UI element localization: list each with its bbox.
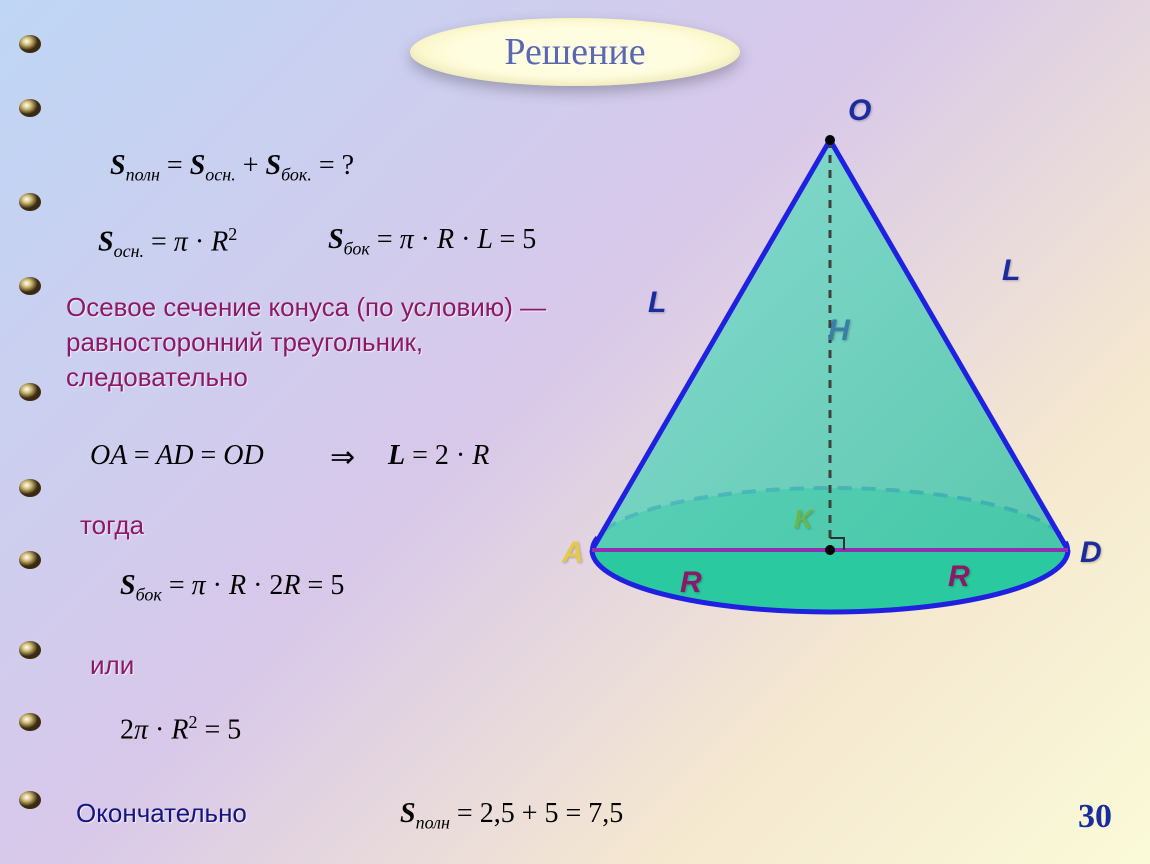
title-text: Решение xyxy=(504,30,645,74)
label-h: H xyxy=(828,314,850,348)
bullet-icon xyxy=(18,548,42,572)
equation-base-area: Sосн. = π · R2 xyxy=(98,224,237,262)
final-label: Окончательно xyxy=(76,798,247,829)
label-k: K xyxy=(794,504,813,535)
label-r-left: R xyxy=(680,566,702,600)
label-a: A xyxy=(562,536,584,570)
implies-arrow: ⇒ xyxy=(330,440,355,475)
label-l-right: L xyxy=(1002,254,1020,288)
equation-lateral-2r: Sбок = π · R · 2R = 5 xyxy=(120,570,344,606)
title-oval: Решение xyxy=(410,18,740,86)
page-number: 30 xyxy=(1078,798,1112,836)
equation-l-2r: L = 2 · R xyxy=(388,440,489,472)
bullet-icon xyxy=(18,32,42,56)
label-r-right: R xyxy=(948,560,970,594)
bullet-icon xyxy=(18,96,42,120)
equation-lateral-area: Sбок = π · R · L = 5 xyxy=(328,224,536,260)
explanation-text: Осевое сечение конуса (по условию) — рав… xyxy=(66,290,556,395)
ili-label: или xyxy=(90,650,134,681)
label-l-left: L xyxy=(648,286,666,320)
label-o: O xyxy=(848,94,871,128)
equation-oa-ad-od: OA = AD = OD xyxy=(90,440,264,472)
equation-2pi-r2: 2π · R2 = 5 xyxy=(120,712,241,746)
togda-label: тогда xyxy=(80,510,144,541)
bullet-icon xyxy=(18,380,42,404)
equation-total: Sполн = Sосн. + Sбок. = ? xyxy=(110,150,354,186)
cone-diagram: O L L H K A D R R xyxy=(550,100,1110,660)
bullet-icon xyxy=(18,476,42,500)
bullet-icon xyxy=(18,788,42,812)
bullet-icon xyxy=(18,638,42,662)
bullet-icon xyxy=(18,274,42,298)
label-d: D xyxy=(1080,536,1102,570)
equation-final-answer: Sполн = 2,5 + 5 = 7,5 xyxy=(400,798,623,834)
bullet-icon xyxy=(18,190,42,214)
bullet-icon xyxy=(18,710,42,734)
